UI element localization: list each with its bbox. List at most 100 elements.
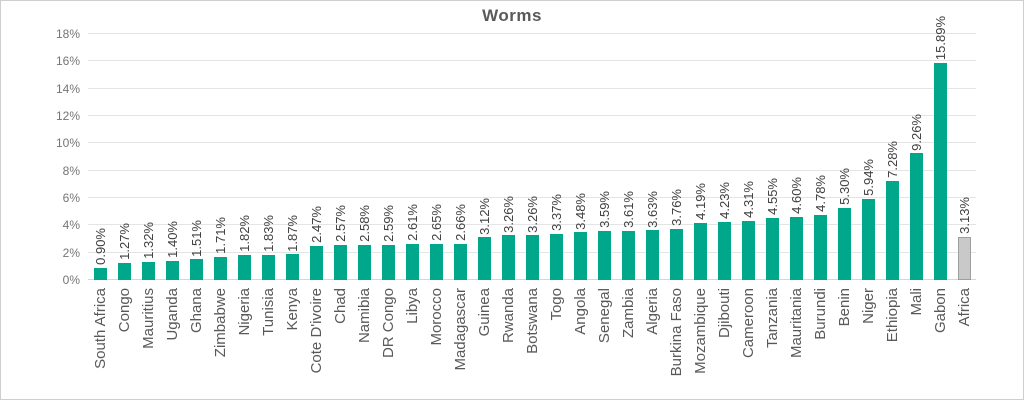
bar [141, 261, 155, 280]
x-label-cell: Ethiopia [880, 288, 904, 399]
category-label: Mauritius [139, 288, 157, 349]
x-label-cell: South Africa [88, 288, 112, 399]
bar-column: 1.87% [280, 34, 304, 280]
x-label-cell: Togo [544, 288, 568, 399]
bar-column: 3.61% [616, 34, 640, 280]
x-label-cell: Algeria [640, 288, 664, 399]
bar-column: 4.19% [688, 34, 712, 280]
value-label: 3.26% [500, 195, 516, 233]
x-label-cell: Angola [568, 288, 592, 399]
bar-column: 4.23% [712, 34, 736, 280]
bar [573, 232, 587, 280]
bar [117, 262, 131, 280]
value-label: 1.83% [260, 215, 276, 252]
value-label: 1.32% [140, 222, 156, 259]
x-label-cell: Djibouti [712, 288, 736, 399]
category-label: Burkina Faso [667, 288, 685, 377]
bar [165, 260, 179, 280]
bar [861, 198, 875, 280]
bar [405, 244, 419, 280]
category-label: Africa [955, 288, 973, 327]
x-label-cell: Tanzania [760, 288, 784, 399]
bar [477, 237, 491, 280]
bar [669, 228, 683, 280]
value-label: 1.51% [188, 219, 204, 257]
bar [765, 217, 779, 280]
category-label: Burundi [811, 288, 829, 340]
x-label-cell: Nigeria [232, 288, 256, 399]
category-label: Togo [547, 288, 565, 321]
category-label: Guinea [475, 288, 493, 337]
gridline [88, 142, 976, 144]
value-label: 4.19% [692, 182, 708, 220]
bar-column: 4.31% [736, 34, 760, 280]
bar [597, 230, 611, 280]
value-label: 3.13% [956, 197, 972, 235]
category-label: Nigeria [235, 288, 253, 336]
gridline [88, 87, 976, 89]
bar [909, 153, 923, 280]
category-label: South Africa [91, 288, 109, 369]
bar [189, 259, 203, 280]
x-label-cell: Kenya [280, 288, 304, 399]
bar-column: 3.63% [640, 34, 664, 280]
bar-column: 3.59% [592, 34, 616, 280]
x-label-cell: Senegal [592, 288, 616, 399]
gridline [88, 60, 976, 62]
category-label: Tunisia [259, 288, 277, 336]
category-label: Zimbabwe [211, 288, 229, 358]
value-label: 1.27% [116, 222, 132, 260]
bar-column: 2.58% [352, 34, 376, 280]
category-label: Gabon [931, 288, 949, 334]
x-label-cell: Namibia [352, 288, 376, 399]
x-label-cell: Africa [952, 288, 976, 399]
value-label: 5.30% [836, 167, 852, 205]
category-label: Mali [907, 288, 925, 316]
x-label-cell: Madagascar [448, 288, 472, 399]
y-axis-tick-label: 0% [62, 273, 80, 287]
value-label: 3.59% [596, 191, 612, 228]
value-label: 1.71% [212, 216, 228, 254]
x-label-cell: Tunisia [256, 288, 280, 399]
bar [357, 244, 371, 280]
bar-column: 2.66% [448, 34, 472, 280]
x-label-cell: DR Congo [376, 288, 400, 399]
y-axis-tick-label: 10% [55, 136, 80, 151]
value-label: 2.65% [428, 203, 444, 241]
value-label: 9.26% [908, 113, 924, 151]
bar [549, 233, 563, 280]
bar [621, 230, 635, 280]
y-axis-tick-label: 12% [55, 109, 80, 123]
bar [813, 214, 827, 280]
x-label-cell: Mali [904, 288, 928, 399]
bar-column: 3.37% [544, 34, 568, 280]
category-label: Zambia [619, 288, 637, 339]
category-label: Niger [859, 288, 877, 324]
bar [885, 180, 899, 280]
x-label-cell: Mozambique [688, 288, 712, 399]
y-axis-tick-label: 6% [62, 191, 80, 205]
bar-column: 2.57% [328, 34, 352, 280]
x-label-cell: Congo [112, 288, 136, 399]
value-label: 3.61% [620, 190, 636, 228]
x-label-cell: Libya [400, 288, 424, 399]
bar-column: 4.60% [784, 34, 808, 280]
x-label-cell: Zimbabwe [208, 288, 232, 399]
x-label-cell: Mauritius [136, 288, 160, 399]
x-label-cell: Guinea [472, 288, 496, 399]
value-label: 1.40% [164, 221, 180, 258]
category-label: Cote D'ivoire [307, 288, 325, 374]
x-axis-labels: South Africa Congo Mauritius Uganda Ghana Zim… [88, 288, 976, 399]
y-axis-tick-label: 8% [62, 163, 80, 178]
bar-column: 4.78% [808, 34, 832, 280]
y-axis-tick-label: 16% [55, 54, 80, 69]
bar-column: 1.82% [232, 34, 256, 280]
bar [741, 221, 755, 280]
value-label: 7.28% [884, 140, 900, 178]
x-label-cell: Morocco [424, 288, 448, 399]
x-label-cell: Burundi [808, 288, 832, 399]
bar [837, 207, 851, 280]
gridline [88, 224, 976, 226]
y-axis-tick-label: 4% [62, 218, 80, 233]
